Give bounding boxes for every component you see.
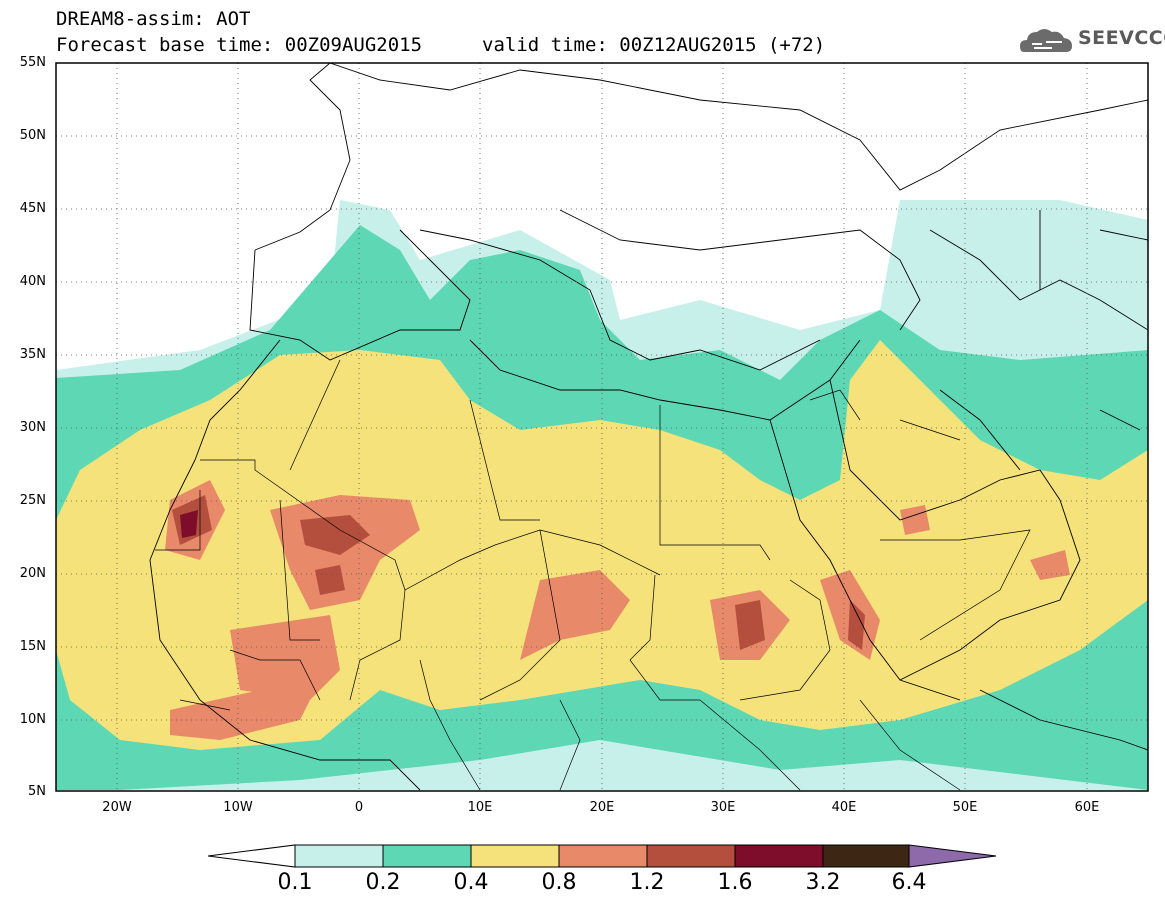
forecast-base-time: Forecast base time: 00Z09AUG2015	[56, 34, 423, 56]
colorbar-swatch-0-1	[294, 844, 384, 868]
lat-label: 15N	[19, 639, 46, 654]
map-frame	[55, 62, 1149, 792]
aot-contours	[56, 200, 1148, 790]
colorbar-swatch-1-6	[734, 844, 824, 868]
cloud-icon	[1020, 29, 1072, 52]
colorbar-label: 0.2	[365, 870, 401, 895]
map-title: DREAM8-assim: AOT	[56, 8, 251, 30]
lon-label: 20W	[102, 800, 132, 815]
colorbar-label: 3.2	[805, 870, 841, 895]
lon-label: 40E	[831, 800, 857, 815]
lat-label: 45N	[19, 201, 46, 216]
lat-label: 30N	[19, 420, 46, 435]
colorbar-swatch-0-2	[382, 844, 472, 868]
valid-time: valid time: 00Z12AUG2015 (+72)	[482, 34, 826, 56]
lon-label: 10W	[223, 800, 253, 815]
lat-label: 55N	[19, 55, 46, 70]
lon-label: 30E	[710, 800, 736, 815]
colorbar-label: 0.8	[541, 870, 577, 895]
lat-label: 50N	[19, 128, 46, 143]
colorbar-swatch-0-8	[558, 844, 648, 868]
colorbar-swatch-0-4	[470, 844, 560, 868]
aot-band-1-2	[300, 515, 370, 555]
lat-label: 10N	[19, 712, 46, 727]
lat-label: 20N	[19, 566, 46, 581]
colorbar-label: 6.4	[891, 870, 927, 895]
colorbar-label: 1.6	[717, 870, 753, 895]
colorbar-right-arrow	[908, 844, 997, 868]
graticule	[56, 63, 1148, 791]
lon-label: 50E	[952, 800, 978, 815]
colorbar	[207, 844, 997, 868]
aot-band-1-6	[180, 510, 198, 538]
lon-label: 20E	[589, 800, 615, 815]
colorbar-label: 0.4	[453, 870, 489, 895]
lat-label: 40N	[19, 274, 46, 289]
colorbar-left-arrow	[207, 844, 296, 868]
lon-label: 10E	[467, 800, 493, 815]
colorbar-swatch-1-2	[646, 844, 736, 868]
country-borders	[155, 359, 1031, 791]
colorbar-swatch-3-2	[822, 844, 910, 868]
seevccc-logo: SEEVCCC	[1078, 27, 1165, 49]
colorbar-label: 0.1	[277, 870, 313, 895]
lat-label: 35N	[19, 347, 46, 362]
colorbar-label: 1.2	[629, 870, 665, 895]
coastlines	[149, 63, 1148, 791]
lon-label: 60E	[1074, 800, 1100, 815]
lat-label: 5N	[28, 784, 46, 799]
lat-label: 25N	[19, 493, 46, 508]
lon-label: 0	[354, 800, 364, 815]
